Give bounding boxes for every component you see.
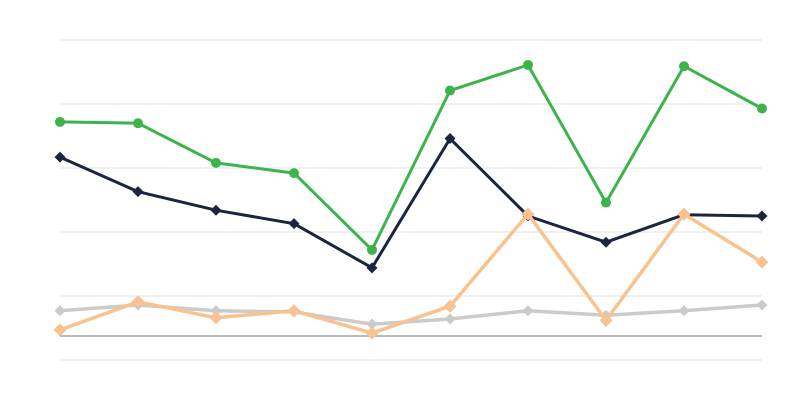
gray-point-marker [756, 299, 768, 311]
orange-point-marker [677, 207, 691, 221]
series-navy-line [58, 137, 764, 270]
green-point-marker [367, 244, 377, 255]
navy-point-marker [54, 151, 66, 163]
series-orange-line [58, 212, 764, 335]
navy-point-marker [288, 218, 300, 230]
orange-point-marker [755, 255, 769, 269]
gray-point-marker [54, 305, 66, 317]
green-point-marker [211, 157, 221, 168]
green-point-marker [679, 61, 689, 72]
navy-point-marker [210, 204, 222, 216]
gray-point-marker [678, 305, 690, 317]
series-green-line [58, 63, 764, 252]
gray-point-marker [444, 313, 456, 325]
orange-point-marker [599, 313, 613, 327]
orange-point-marker [443, 299, 457, 313]
orange-point-marker [365, 326, 379, 340]
green-point-marker [133, 118, 143, 129]
gray-point-marker [366, 318, 378, 330]
gray-point-marker [522, 305, 534, 317]
green-point-marker [289, 168, 299, 179]
navy-point-marker [444, 133, 456, 145]
green-point-marker [445, 85, 455, 96]
green-point-marker [757, 103, 767, 114]
navy-point-marker [366, 262, 378, 274]
gray-point-marker [210, 305, 222, 317]
orange-point-marker [209, 311, 223, 325]
series-gray-line [58, 303, 764, 326]
orange-point-marker [287, 304, 301, 318]
orange-point-marker [53, 323, 67, 337]
green-point-marker [55, 116, 65, 127]
navy-point-marker [132, 186, 144, 198]
orange-point-marker [521, 207, 535, 221]
green-point-marker [601, 197, 611, 208]
green-point-marker [523, 59, 533, 70]
orange-point-marker [131, 295, 145, 309]
navy-point-marker [600, 236, 612, 248]
navy-point-marker [756, 210, 768, 222]
